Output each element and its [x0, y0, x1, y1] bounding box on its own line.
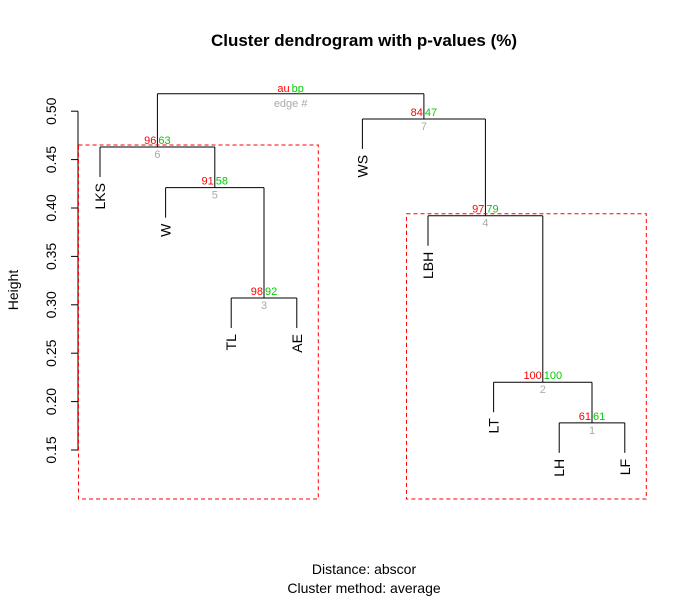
- bp-pvalue: 58: [216, 176, 228, 188]
- leaf-label: LKS: [92, 183, 108, 209]
- y-tick-label: 0.25: [43, 339, 59, 366]
- y-tick-label: 0.45: [43, 146, 59, 173]
- y-tick-label: 0.50: [43, 97, 59, 124]
- legend-edge: edge #: [274, 98, 309, 110]
- au-pvalue: 100: [523, 370, 541, 382]
- y-axis-label: Height: [5, 270, 21, 311]
- y-tick-label: 0.35: [43, 243, 59, 270]
- edge-number: 1: [589, 425, 595, 437]
- au-pvalue: 97: [472, 204, 484, 216]
- chart-title: Cluster dendrogram with p-values (%): [211, 31, 517, 50]
- edge-number: 3: [261, 300, 267, 312]
- au-pvalue: 96: [144, 135, 156, 147]
- leaf-label: LH: [551, 459, 567, 477]
- y-tick-label: 0.20: [43, 388, 59, 415]
- bp-pvalue: 92: [265, 286, 277, 298]
- au-pvalue: 98: [251, 286, 263, 298]
- leaf-label: AE: [289, 334, 305, 353]
- leaf-label: LBH: [420, 252, 436, 279]
- distance-caption: Distance: abscor: [312, 561, 417, 577]
- edge-number: 5: [212, 190, 218, 202]
- y-tick-label: 0.30: [43, 291, 59, 318]
- edge-number: 6: [154, 149, 160, 161]
- bp-pvalue: 100: [544, 370, 562, 382]
- bp-pvalue: 63: [158, 135, 170, 147]
- y-tick-label: 0.15: [43, 436, 59, 463]
- bp-pvalue: 79: [486, 204, 498, 216]
- edge-number: 4: [482, 218, 488, 230]
- edge-number: 2: [540, 384, 546, 396]
- leaf-label: W: [158, 223, 174, 237]
- y-tick-label: 0.40: [43, 194, 59, 221]
- au-pvalue: 61: [579, 411, 591, 423]
- leaf-label: WS: [354, 155, 370, 178]
- au-pvalue: 84: [411, 107, 423, 119]
- au-pvalue: 91: [202, 176, 214, 188]
- cluster-highlight-rect: [78, 144, 319, 500]
- legend-bp: bp: [292, 83, 304, 95]
- method-caption: Cluster method: average: [287, 580, 441, 596]
- legend-au: au: [277, 83, 289, 95]
- leaf-label: LT: [486, 418, 502, 434]
- leaf-label: TL: [223, 334, 239, 351]
- bp-pvalue: 61: [593, 411, 605, 423]
- edge-number: 7: [421, 121, 427, 133]
- bp-pvalue: 47: [425, 107, 437, 119]
- leaf-label: LF: [617, 459, 633, 475]
- cluster-highlight-rect: [406, 213, 647, 500]
